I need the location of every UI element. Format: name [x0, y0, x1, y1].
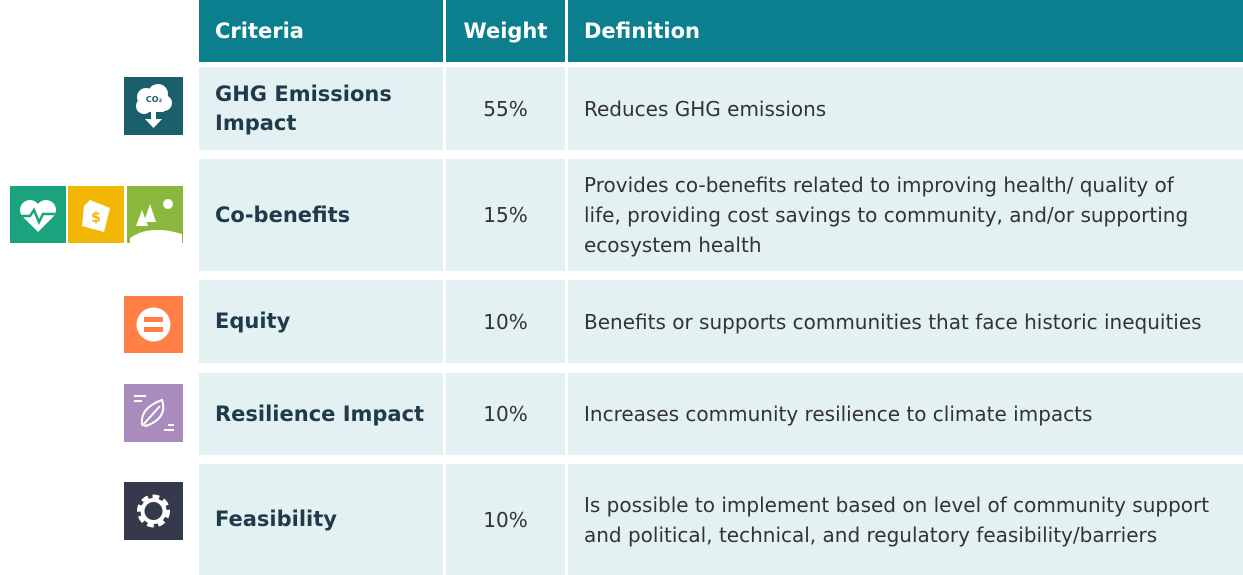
- equity-icon: [124, 296, 183, 353]
- weight-cell-text: 10%: [483, 507, 528, 532]
- header-cell-text: Criteria: [215, 19, 304, 43]
- definition-cell: Benefits or supports communities that fa…: [568, 280, 1243, 363]
- criteria-cell-text: Co-benefits: [215, 202, 351, 227]
- criteria-cell-text: Resilience Impact: [215, 401, 425, 426]
- weight-cell: 10%: [446, 464, 565, 575]
- definition-cell: Increases community resilience to climat…: [568, 373, 1243, 455]
- definition-cell-text: Increases community resilience to climat…: [584, 402, 1093, 426]
- weight-cell-text: 10%: [483, 309, 528, 334]
- definition-cell-text: Is possible to implement based on level …: [584, 492, 1210, 547]
- criteria-cell: Feasibility: [199, 464, 443, 575]
- weight-cell-text: 55%: [483, 96, 528, 121]
- definition-cell: Provides co-benefits related to improvin…: [568, 159, 1243, 271]
- weight-cell: 15%: [446, 159, 565, 271]
- definition-cell-text: Benefits or supports communities that fa…: [584, 309, 1202, 334]
- weight-cell-text: 10%: [483, 402, 528, 426]
- header-cell: Criteria: [199, 0, 443, 62]
- definition-cell-text: Provides co-benefits related to improvin…: [584, 173, 1189, 257]
- definition-cell-text: Reduces GHG emissions: [584, 96, 827, 121]
- definition-cell: Is possible to implement based on level …: [568, 464, 1243, 575]
- weight-cell: 10%: [446, 280, 565, 363]
- weight-cell-text: 15%: [483, 203, 528, 227]
- weight-cell: 55%: [446, 67, 565, 150]
- co2-icon: CO₂: [124, 77, 183, 135]
- header-cell: Definition: [568, 0, 1243, 62]
- header-cell-text: Definition: [584, 19, 701, 43]
- criteria-cell-text: Equity: [215, 309, 291, 333]
- definition-cell: Reduces GHG emissions: [568, 67, 1243, 150]
- criteria-cell-text: Feasibility: [215, 507, 337, 531]
- criteria-cell: Resilience Impact: [199, 373, 443, 455]
- header-cell: Weight: [446, 0, 565, 62]
- resilience-icon: [124, 384, 183, 442]
- criteria-cell-text: GHG Emissions Impact: [215, 81, 392, 135]
- feasibility-icon: [124, 482, 183, 540]
- criteria-cell: Equity: [199, 280, 443, 363]
- icon-label: $: [91, 210, 101, 226]
- co-benefits-icons: $: [10, 186, 183, 243]
- criteria-cell: GHG Emissions Impact: [199, 67, 443, 150]
- weight-cell: 10%: [446, 373, 565, 455]
- header-cell-text: Weight: [463, 19, 548, 43]
- criteria-cell: Co-benefits: [199, 159, 443, 271]
- icon-label: CO₂: [146, 95, 163, 104]
